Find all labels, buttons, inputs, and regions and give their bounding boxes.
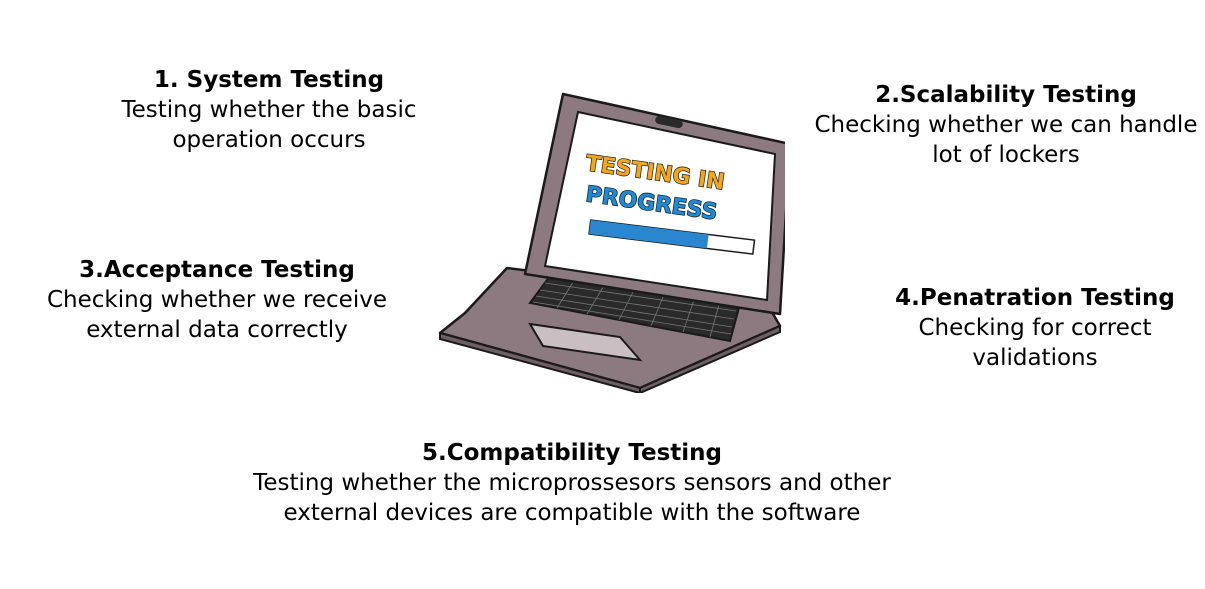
acceptance-testing-description: Checking whether we receive external dat… xyxy=(46,287,387,343)
compatibility-testing-description: Testing whether the microprossesors sens… xyxy=(253,470,891,526)
acceptance-testing-title: 3.Acceptance Testing xyxy=(79,257,355,283)
laptop-front-edge xyxy=(439,331,641,393)
penetration-testing-title: 4.Penatration Testing xyxy=(895,285,1175,311)
touchpad xyxy=(528,322,643,362)
laptop-svg: TESTING IN PROGRESS xyxy=(438,92,785,393)
compatibility-testing-block: 5.Compatibility Testing Testing whether … xyxy=(232,438,912,528)
laptop-illustration: TESTING IN PROGRESS xyxy=(435,88,785,393)
laptop-screen xyxy=(543,110,777,302)
scalability-testing-block: 2.Scalability Testing Checking whether w… xyxy=(806,80,1205,170)
penetration-testing-description: Checking for correct validations xyxy=(918,315,1152,371)
system-testing-title: 1. System Testing xyxy=(153,67,385,93)
system-testing-description: Testing whether the basic operation occu… xyxy=(121,97,417,153)
keyboard-keys xyxy=(532,278,737,338)
scalability-testing-title: 2.Scalability Testing xyxy=(875,82,1137,108)
scalability-testing-description: Checking whether we can handle lot of lo… xyxy=(814,112,1198,168)
progress-fill xyxy=(589,220,709,249)
compatibility-testing-title: 5.Compatibility Testing xyxy=(422,440,722,466)
acceptance-testing-block: 3.Acceptance Testing Checking whether we… xyxy=(2,255,432,345)
penetration-testing-block: 4.Penatration Testing Checking for corre… xyxy=(860,283,1205,373)
laptop-right-edge xyxy=(639,324,781,393)
webcam xyxy=(655,115,683,129)
system-testing-block: 1. System Testing Testing whether the ba… xyxy=(84,65,454,155)
